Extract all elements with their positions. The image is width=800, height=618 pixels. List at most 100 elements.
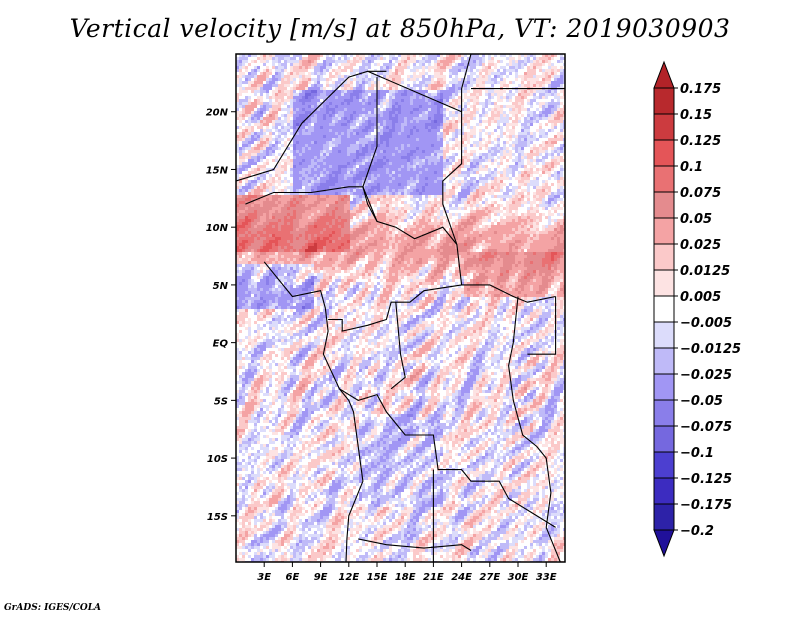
field-cell — [455, 195, 458, 198]
field-cell — [449, 54, 452, 57]
field-cell — [512, 135, 515, 138]
field-cell — [467, 141, 470, 144]
field-cell — [308, 111, 311, 114]
field-cell — [467, 201, 470, 204]
field-cell — [239, 99, 242, 102]
field-cell — [476, 207, 479, 210]
field-cell — [320, 123, 323, 126]
field-cell — [344, 162, 347, 165]
field-cell — [308, 72, 311, 75]
field-cell — [263, 60, 266, 63]
field-cell — [440, 138, 443, 141]
field-cell — [260, 201, 263, 204]
field-cell — [488, 192, 491, 195]
field-cell — [395, 141, 398, 144]
field-cell — [497, 72, 500, 75]
field-cell — [422, 189, 425, 192]
field-cell — [239, 138, 242, 141]
field-cell — [260, 144, 263, 147]
field-cell — [356, 57, 359, 60]
field-cell — [302, 99, 305, 102]
field-cell — [347, 177, 350, 180]
field-cell — [356, 177, 359, 180]
field-cell — [398, 78, 401, 81]
field-cell — [236, 135, 239, 138]
field-cell — [536, 78, 539, 81]
field-cell — [404, 129, 407, 132]
field-cell — [332, 123, 335, 126]
field-cell — [500, 117, 503, 120]
field-cell — [416, 138, 419, 141]
field-cell — [320, 111, 323, 114]
field-cell — [473, 210, 476, 213]
field-cell — [305, 186, 308, 189]
field-cell — [452, 105, 455, 108]
field-cell — [527, 129, 530, 132]
field-cell — [479, 168, 482, 171]
field-cell — [245, 207, 248, 210]
field-cell — [416, 141, 419, 144]
field-cell — [434, 201, 437, 204]
field-cell — [350, 126, 353, 129]
field-cell — [371, 60, 374, 63]
field-cell — [311, 204, 314, 207]
field-cell — [428, 105, 431, 108]
field-cell — [392, 183, 395, 186]
field-cell — [422, 81, 425, 84]
field-cell — [251, 216, 254, 219]
field-cell — [278, 72, 281, 75]
field-cell — [533, 135, 536, 138]
field-cell — [305, 150, 308, 153]
field-cell — [269, 144, 272, 147]
field-cell — [257, 204, 260, 207]
field-cell — [281, 87, 284, 90]
field-cell — [245, 156, 248, 159]
field-cell — [545, 114, 548, 117]
field-cell — [524, 129, 527, 132]
field-cell — [464, 180, 467, 183]
field-cell — [269, 57, 272, 60]
field-cell — [374, 201, 377, 204]
field-cell — [458, 66, 461, 69]
field-cell — [458, 168, 461, 171]
field-cell — [347, 210, 350, 213]
field-cell — [527, 69, 530, 72]
field-cell — [434, 171, 437, 174]
field-cell — [416, 129, 419, 132]
field-cell — [296, 177, 299, 180]
field-cell — [422, 63, 425, 66]
field-cell — [548, 81, 551, 84]
field-cell — [284, 108, 287, 111]
field-cell — [305, 168, 308, 171]
field-cell — [449, 156, 452, 159]
field-cell — [548, 195, 551, 198]
field-cell — [485, 204, 488, 207]
field-cell — [560, 156, 563, 159]
field-cell — [299, 75, 302, 78]
field-cell — [506, 129, 509, 132]
field-cell — [338, 111, 341, 114]
field-cell — [377, 162, 380, 165]
field-cell — [560, 135, 563, 138]
field-cell — [266, 87, 269, 90]
field-cell — [251, 201, 254, 204]
field-cell — [443, 186, 446, 189]
field-cell — [410, 168, 413, 171]
field-cell — [479, 57, 482, 60]
field-cell — [314, 162, 317, 165]
field-cell — [449, 204, 452, 207]
field-cell — [260, 186, 263, 189]
field-cell — [473, 177, 476, 180]
field-cell — [287, 54, 290, 57]
field-cell — [323, 141, 326, 144]
field-cell — [509, 90, 512, 93]
field-cell — [350, 204, 353, 207]
field-cell — [338, 123, 341, 126]
field-cell — [482, 192, 485, 195]
field-cell — [563, 192, 565, 195]
field-cell — [461, 192, 464, 195]
field-cell — [350, 138, 353, 141]
field-cell — [500, 180, 503, 183]
field-cell — [347, 189, 350, 192]
field-cell — [509, 129, 512, 132]
